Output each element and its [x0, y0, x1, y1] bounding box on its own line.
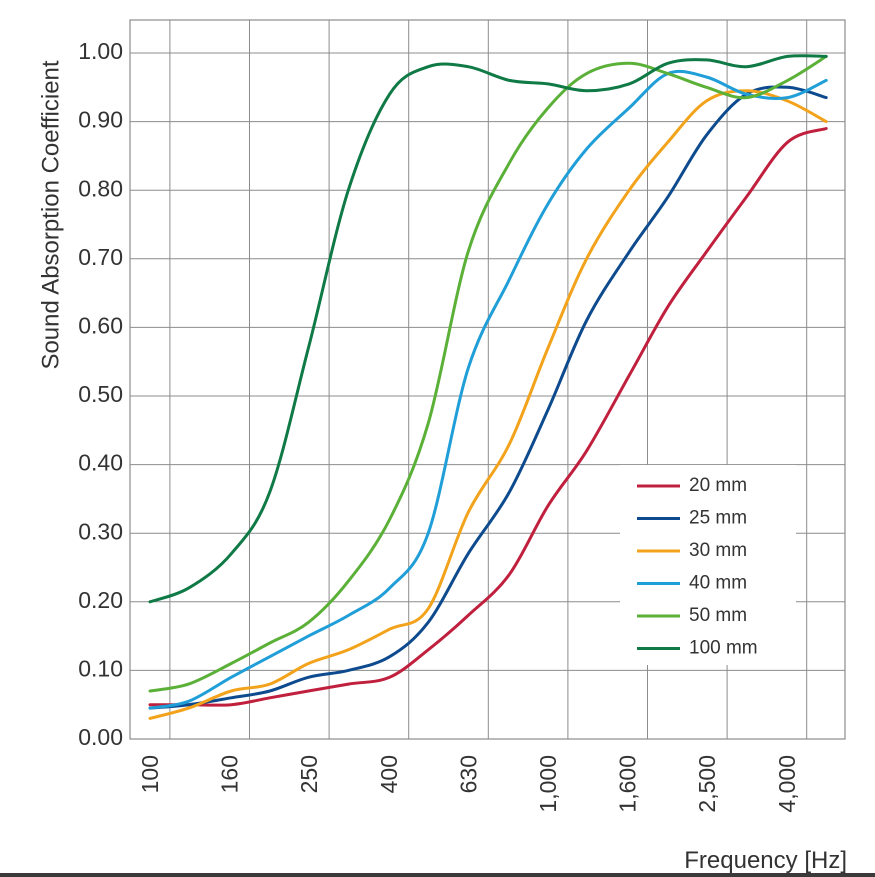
legend-label: 30 mm — [689, 540, 747, 561]
x-tick-label: 1,000 — [535, 755, 561, 813]
y-tick-label: 0.60 — [78, 312, 123, 338]
y-tick-label: 0.90 — [78, 107, 123, 133]
series-lines — [148, 54, 828, 720]
y-tick-label: 0.40 — [78, 450, 123, 476]
series-line-20mm — [148, 127, 828, 707]
legend-label: 25 mm — [689, 508, 747, 529]
legend-box — [620, 465, 796, 665]
bottom-rule — [0, 873, 875, 877]
y-tick-label: 0.20 — [78, 587, 123, 613]
legend-label: 50 mm — [689, 605, 747, 626]
x-tick-label: 2,500 — [694, 755, 720, 813]
x-tick-label: 250 — [296, 755, 322, 793]
y-tick-label: 1.00 — [78, 38, 123, 64]
y-tick-label: 0.00 — [78, 724, 123, 750]
y-tick-label: 0.30 — [78, 518, 123, 544]
series-line-30mm — [148, 89, 828, 720]
legend: 20 mm 25 mm 30 mm 40 mm 50 mm 100 mm — [620, 465, 796, 665]
series-line-50mm — [148, 54, 828, 693]
x-tick-label: 1,600 — [615, 755, 641, 813]
x-tick-label: 4,000 — [774, 755, 800, 813]
x-tick-label: 630 — [455, 755, 481, 793]
series-line-25mm — [148, 85, 828, 710]
y-tick-label: 0.50 — [78, 381, 123, 407]
x-axis-label: Frequency [Hz] — [684, 847, 847, 874]
legend-label: 100 mm — [689, 638, 758, 659]
legend-label: 40 mm — [689, 573, 747, 594]
y-tick-labels: 0.00 0.10 0.20 0.30 0.40 0.50 0.60 0.70 0.80 0.90… — [78, 38, 123, 750]
x-tick-labels: 100 160 250 400 630 1,000 1,600 2,500 4,000 — [137, 755, 800, 813]
x-tick-label: 400 — [376, 755, 402, 793]
x-tick-label: 100 — [137, 755, 163, 793]
y-axis-label: Sound Absorption Coefficient — [37, 60, 64, 369]
x-tick-label: 160 — [217, 755, 243, 793]
legend-label: 20 mm — [689, 475, 747, 496]
y-tick-label: 0.10 — [78, 655, 123, 681]
y-tick-label: 0.70 — [78, 244, 123, 270]
series-line-100mm — [148, 54, 828, 604]
series-line-40mm — [148, 69, 828, 710]
y-tick-label: 0.80 — [78, 175, 123, 201]
